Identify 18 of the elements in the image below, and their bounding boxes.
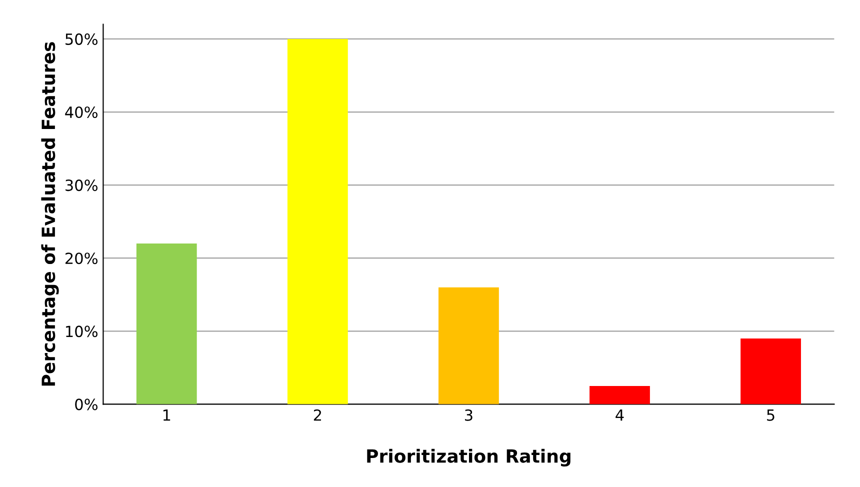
y-tick-label: 0% [75, 398, 98, 410]
bar [287, 38, 348, 404]
bar [136, 244, 197, 404]
x-tick-label: 2 [314, 409, 321, 421]
bar [740, 338, 801, 404]
x-tick-label: 1 [163, 410, 170, 421]
y-tick-label: 10% [66, 326, 98, 338]
x-tick-label: 4 [616, 410, 624, 421]
bar [438, 287, 499, 404]
y-axis-title: Percentage of Evaluated Features [41, 42, 59, 386]
y-tick-label: 20% [66, 252, 98, 264]
y-tick-label: 40% [65, 106, 98, 118]
x-tick-label: 5 [767, 410, 774, 421]
y-tick-label: 30% [66, 180, 98, 192]
x-axis-title: Prioritization Rating [367, 448, 570, 466]
x-tick-label: 3 [465, 409, 472, 421]
y-tick-label: 50% [66, 33, 98, 45]
bar [590, 386, 650, 404]
